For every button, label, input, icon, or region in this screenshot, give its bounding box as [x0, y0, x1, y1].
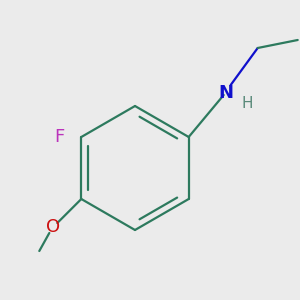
Text: N: N	[218, 84, 233, 102]
Text: H: H	[242, 95, 254, 110]
Text: F: F	[54, 128, 64, 146]
Text: O: O	[46, 218, 60, 236]
